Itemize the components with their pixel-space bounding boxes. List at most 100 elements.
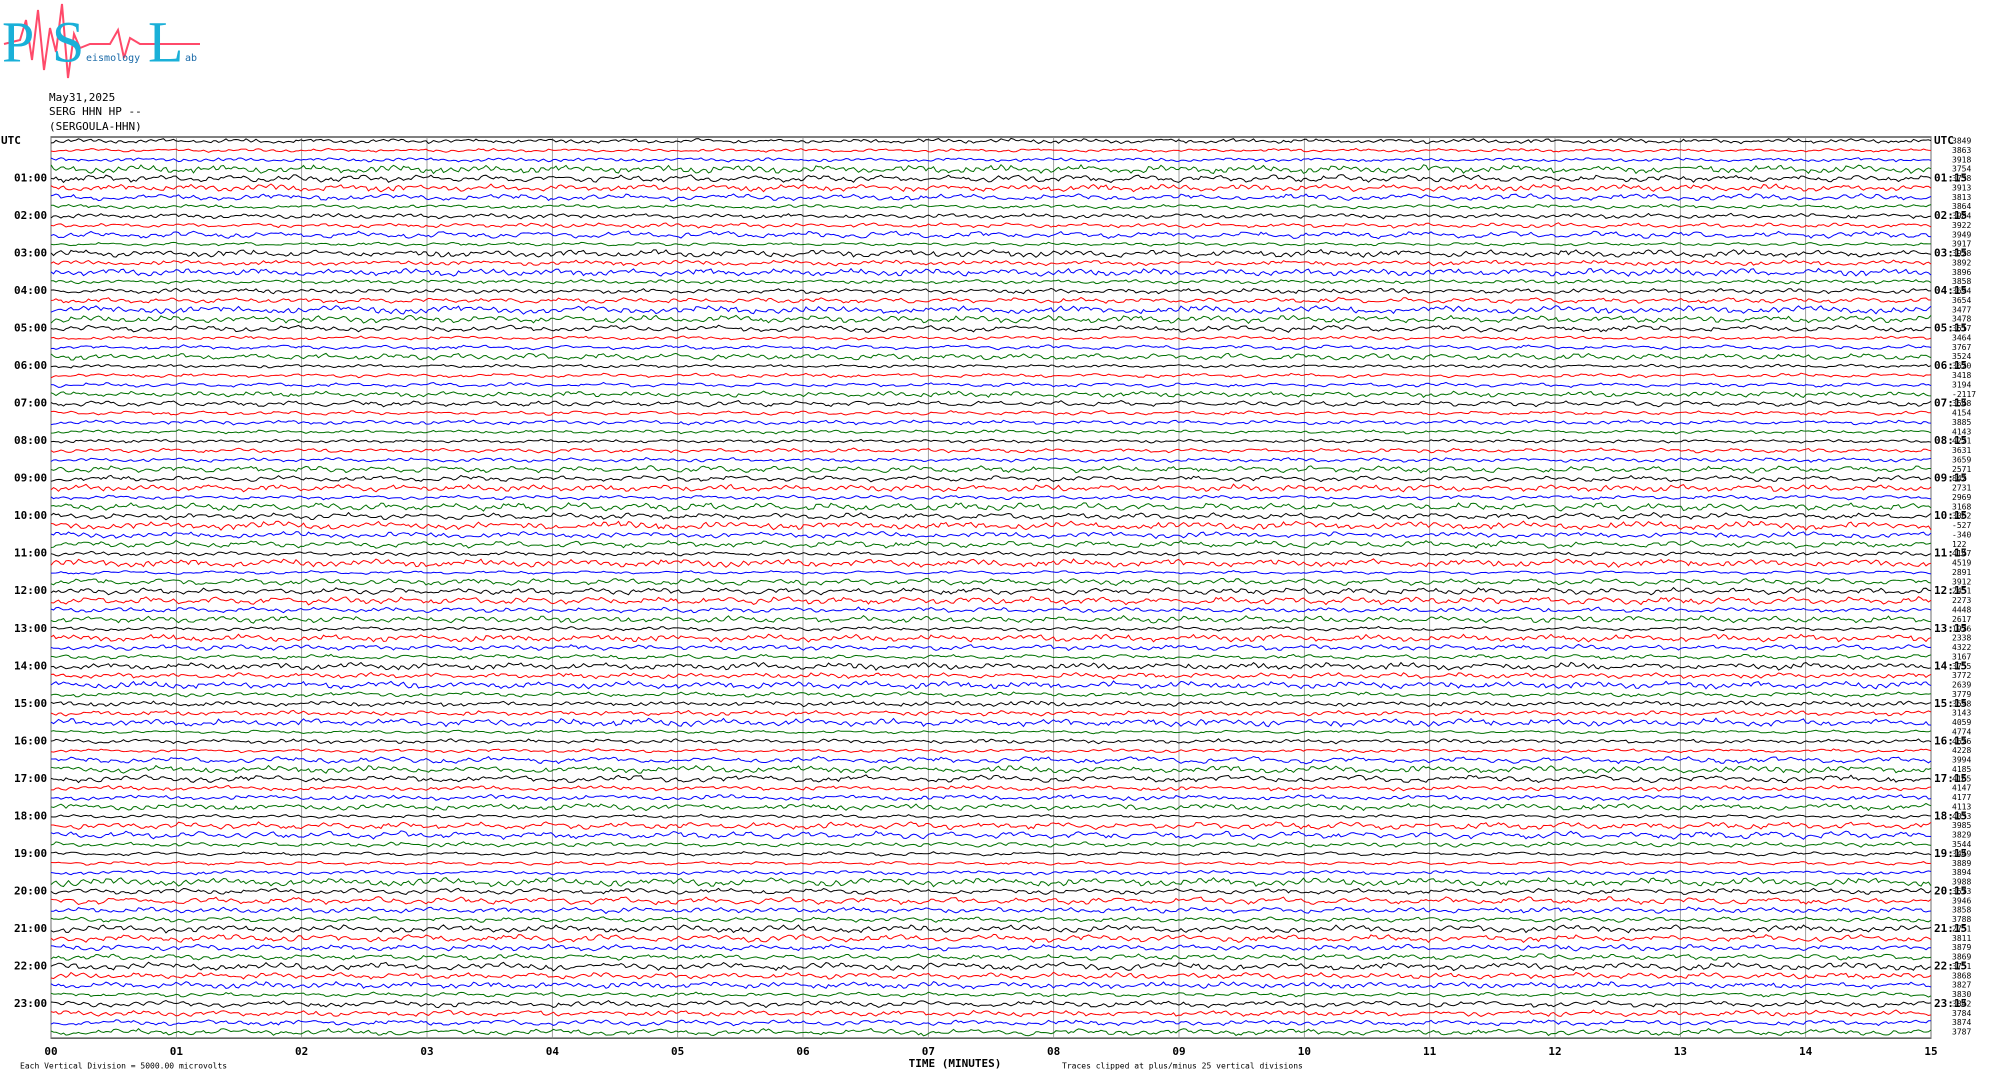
left-time-label: 15:00 [14,697,47,710]
trace [50,748,1932,754]
trace-value: 3755 [1952,662,1971,671]
trace [50,314,1932,325]
trace-value: 4228 [1952,746,1971,755]
trace-value: 3811 [1952,934,1971,943]
right-time-label: 08:15 [1934,434,1967,447]
trace [50,869,1932,876]
trace [50,577,1932,587]
trace [50,267,1932,277]
trace [50,390,1932,399]
trace [50,520,1932,531]
trace [50,671,1932,680]
trace [50,841,1932,848]
trace-value: 4626 [1952,737,1971,746]
trace-value: 3869 [1952,953,1971,962]
left-time-label: 22:00 [14,959,47,972]
trace [50,906,1932,915]
trace-value: 4774 [1952,727,1971,736]
trace [50,653,1932,660]
x-tick-label: 00 [44,1045,57,1058]
trace-value: 4165 [1952,774,1971,783]
trace-value: 3829 [1952,831,1971,840]
trace [50,344,1932,351]
trace-value: 3573 [1952,887,1971,896]
trace-value: 4147 [1952,784,1971,793]
trace-value: 3598 [1952,699,1971,708]
trace [50,419,1932,426]
trace-value: 3143 [1952,709,1971,718]
trace-value: 3868 [1952,971,1971,980]
trace [50,147,1932,153]
trace [50,933,1932,944]
trace [50,971,1932,980]
trace [50,916,1932,923]
trace-value: 2451 [1952,587,1971,596]
trace-value: 4519 [1952,559,1971,568]
trace-value: 2639 [1952,681,1971,690]
trace [50,625,1932,632]
x-tick-label: 01 [170,1045,184,1058]
trace-value: 3787 [1952,1028,1971,1037]
trace [50,550,1932,557]
trace [50,887,1932,896]
left-time-label: 17:00 [14,772,47,785]
trace [50,363,1932,369]
trace-value: 3988 [1952,878,1971,887]
trace-value: 4113 [1952,802,1971,811]
trace-value: 3751 [1952,962,1971,971]
trace [50,287,1931,295]
trace-value: -2117 [1952,390,1976,399]
trace [50,511,1932,521]
trace [50,633,1932,643]
trace-value: 3767 [1952,343,1971,352]
trace [50,483,1932,493]
clip-note: Traces clipped at plus/minus 25 vertical… [1062,1062,1303,1071]
trace [50,457,1932,463]
trace [50,212,1932,220]
trace-value: 2617 [1952,615,1971,624]
trace-value: 3167 [1952,652,1971,661]
trace [50,399,1932,408]
x-tick-label: 09 [1172,1045,1185,1058]
trace-value: -340 [1952,530,1971,539]
scale-note: Each Vertical Division = 5000.00 microvo… [20,1062,227,1071]
x-tick-label: 11 [1423,1045,1437,1058]
trace [50,717,1932,728]
trace [50,896,1932,906]
trace [51,821,1932,831]
trace-value: 3885 [1952,418,1971,427]
trace [50,530,1932,540]
trace-value: 3874 [1952,1018,1971,1027]
logo-wave [3,3,200,79]
right-time-label: 14:15 [1934,659,1967,672]
trace-value: 2338 [1952,634,1971,643]
trace-value: 3918 [1952,155,1971,164]
trace [50,606,1932,614]
trace-value: 3917 [1952,240,1971,249]
x-tick-label: 13 [1674,1045,1687,1058]
trace-value: 3517 [1952,324,1971,333]
trace [50,813,1932,819]
left-time-label: 13:00 [14,622,47,635]
trace [50,802,1932,812]
trace-value: 3985 [1952,821,1971,830]
trace [50,241,1931,247]
left-time-label: 23:00 [14,997,47,1010]
trace [50,830,1932,841]
x-tick-label: 08 [1047,1045,1060,1058]
right-time-label: 09:15 [1934,472,1967,485]
right-time-label: 22:15 [1934,959,1967,972]
trace-value: 3946 [1952,896,1971,905]
left-time-label: 01:00 [14,172,47,185]
trace [50,661,1932,671]
left-time-label: 11:00 [14,547,47,560]
trace [51,755,1932,765]
trace-value: 3894 [1952,868,1971,877]
trace-value: 3827 [1952,981,1971,990]
trace [50,1019,1931,1027]
right-time-label: 20:15 [1934,884,1967,897]
trace [51,784,1932,792]
left-time-label: UTC [1,134,21,147]
right-time-label: UTC [1934,134,1954,147]
trace-value: 3858 [1952,277,1971,286]
